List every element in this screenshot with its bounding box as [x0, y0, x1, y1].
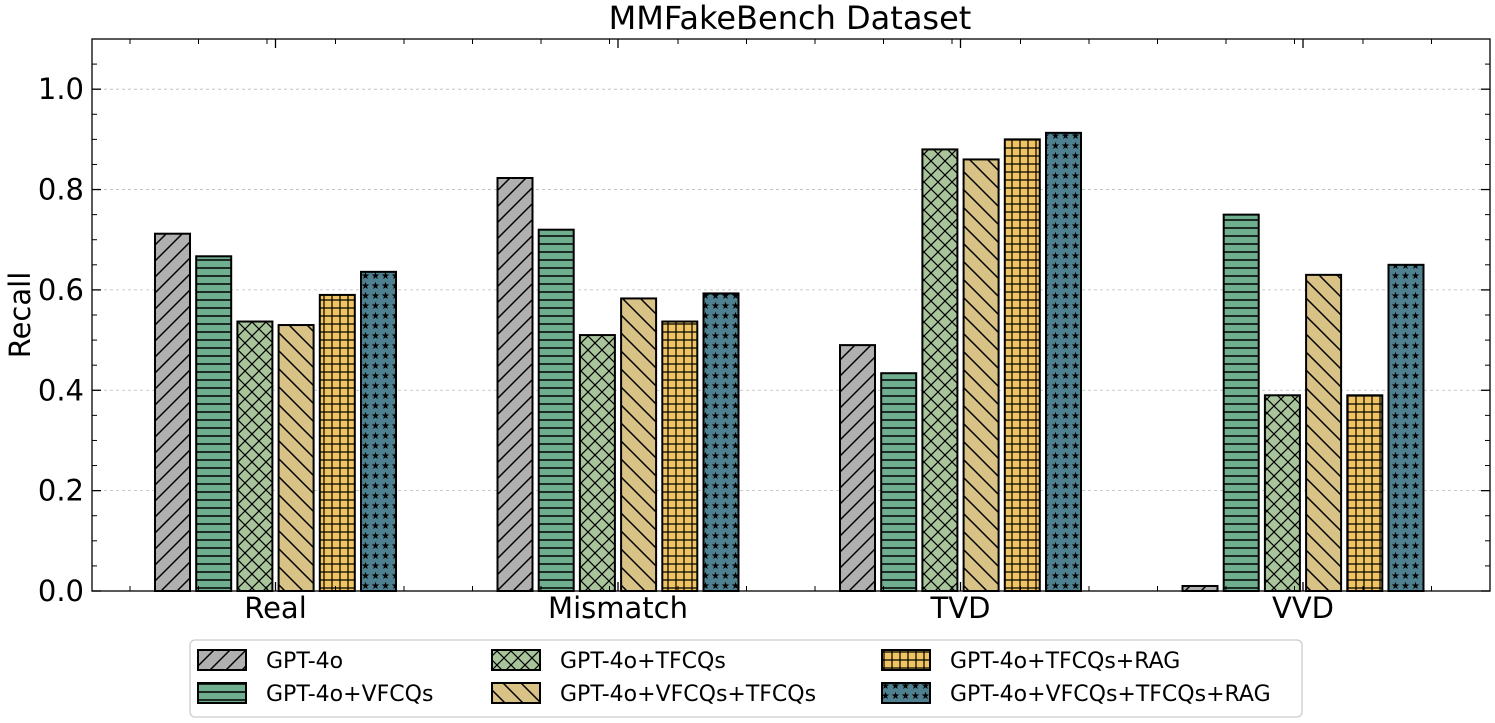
bar [921, 148, 959, 592]
axis-labels: 0.0 0.2 0.4 0.6 0.8 1.0 Real Mismatch TVD VVD [38, 72, 1334, 625]
legend-label: GPT-4o+VFCQs+TFCQs [560, 682, 816, 707]
bar [1003, 138, 1041, 592]
chart-title: MMFakeBench Dataset [609, 0, 972, 37]
bar [195, 255, 233, 592]
legend-label: GPT-4o [266, 649, 343, 674]
axis-ticks [92, 39, 1490, 592]
y-axis-label: Recall [3, 272, 37, 359]
legend-label: GPT-4o+TFCQs [560, 649, 726, 674]
bar [1305, 273, 1343, 592]
x-tick-label: Mismatch [548, 591, 688, 625]
bar [839, 344, 876, 593]
bar [620, 297, 658, 592]
bar [1222, 213, 1260, 593]
bar [1346, 394, 1384, 593]
legend: GPT-4o GPT-4o+VFCQs GPT-4o+TFCQs GPT-4o+VFC… [189, 639, 1303, 718]
bar [360, 270, 397, 592]
bars [154, 131, 1425, 593]
x-tick-label: TVD [930, 591, 991, 625]
y-tick-label: 0.6 [38, 273, 84, 307]
bar [496, 177, 534, 592]
y-tick-label: 0.8 [38, 173, 84, 207]
bar [1045, 131, 1082, 592]
bar [537, 228, 575, 592]
bar [1387, 263, 1425, 592]
legend-frame [189, 639, 1303, 718]
legend-label: GPT-4o+TFCQs+RAG [950, 649, 1180, 674]
bar [1263, 394, 1301, 593]
legend-swatch [197, 682, 247, 704]
y-tick-label: 1.0 [38, 72, 84, 106]
bar [236, 320, 274, 592]
bar [277, 324, 315, 592]
bar [962, 158, 1000, 592]
legend-swatch [491, 682, 541, 704]
bar [880, 372, 918, 592]
y-tick-label: 0.4 [38, 373, 84, 407]
legend-swatch [881, 682, 931, 704]
legend-swatch [881, 649, 931, 671]
bar [661, 320, 699, 592]
legend-swatch [197, 649, 247, 671]
x-tick-label: VVD [1272, 591, 1334, 625]
bar [1181, 584, 1219, 592]
bar [154, 232, 191, 593]
y-tick-label: 0.2 [38, 474, 84, 508]
legend-label: GPT-4o+VFCQs+TFCQs+RAG [950, 682, 1271, 707]
bar [578, 334, 616, 592]
bar [702, 292, 740, 592]
y-tick-label: 0.0 [38, 574, 84, 608]
legend-swatch [491, 649, 541, 671]
legend-label: GPT-4o+VFCQs [266, 682, 433, 707]
bar [318, 293, 356, 592]
x-tick-label: Real [244, 591, 307, 625]
